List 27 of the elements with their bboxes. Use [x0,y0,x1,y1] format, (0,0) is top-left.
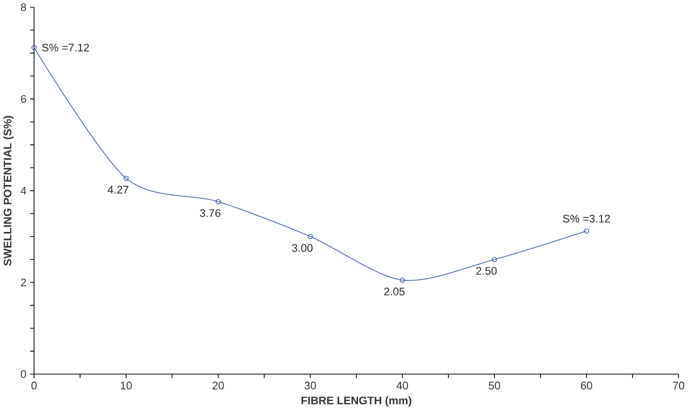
y-axis-title: SWELLING POTENTIAL (S%) [3,116,14,266]
x-tick-label: 70 [673,382,684,390]
point [492,256,498,262]
x-tick-label: 0 [31,382,37,390]
data-label: 2.50 [476,267,497,275]
point [400,278,405,283]
x-tick-label: 40 [396,382,408,390]
data-label: S% =7.12 [42,44,89,52]
y-tick-label: 4 [20,186,26,195]
data-label: 3.00 [292,244,313,252]
x-tick-label: 10 [120,382,132,390]
y-tick-label: 8 [20,3,26,12]
data-label: 3.76 [200,209,220,218]
data-label: 4.27 [108,186,128,194]
data-label: S% =3.12 [563,214,610,223]
x-tick-label: 20 [212,382,224,390]
point [216,199,221,204]
x-tick-label: 30 [304,382,316,390]
y-tick-label: 0 [20,370,26,378]
point [308,234,313,240]
y-tick-label: 6 [20,95,26,103]
x-tick-label: 50 [488,382,500,390]
data-label: 2.05 [384,288,405,296]
point [124,176,129,181]
y-tick-label: 2 [20,278,26,286]
x-axis-title: FIBRE LENGTH (mm) [302,396,412,407]
x-tick-label: 60 [580,382,592,390]
